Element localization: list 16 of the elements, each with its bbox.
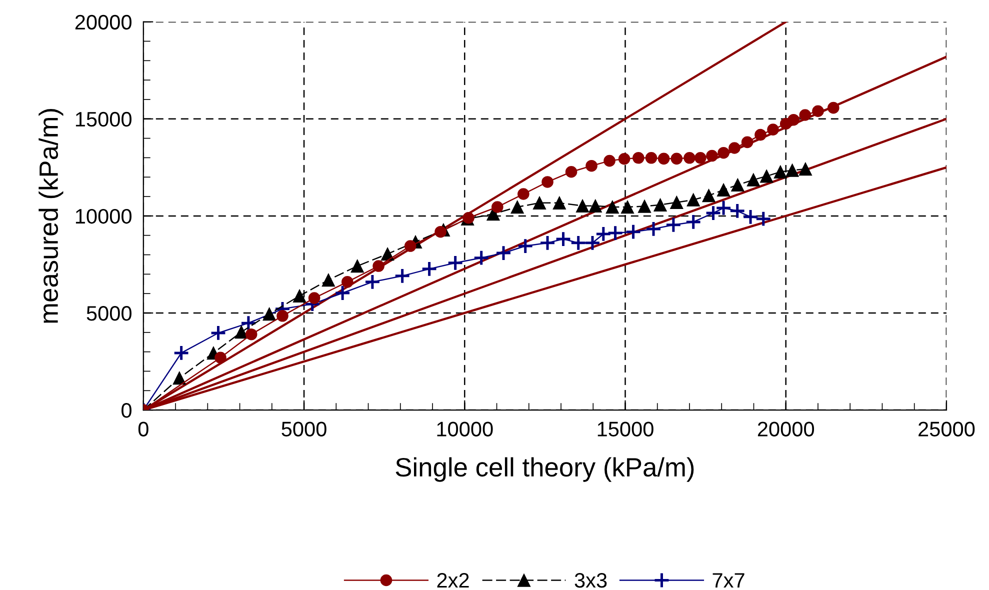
x-axis-title: Single cell theory (kPa/m) — [396, 457, 694, 482]
legend-label: 3x3 — [574, 572, 607, 588]
y-axis-title: measured (kPa/m) — [38, 109, 64, 323]
x-tick-label: 25000 — [918, 422, 975, 436]
x-tick-label: 0 — [138, 422, 148, 436]
y-tick-label: 0 — [122, 403, 132, 418]
legend-label: 7x7 — [712, 573, 744, 588]
x-tick-label: 15000 — [598, 422, 654, 436]
x-tick-label: 10000 — [437, 422, 493, 436]
x-tick-label: 20000 — [758, 422, 814, 436]
legend-label: 2x2 — [437, 572, 469, 588]
x-tick-label: 5000 — [282, 422, 326, 436]
y-tick-label: 20000 — [75, 14, 132, 30]
y-tick-label: 5000 — [86, 306, 132, 321]
y-tick-label: 15000 — [76, 112, 132, 127]
y-tick-label: 10000 — [76, 208, 132, 224]
